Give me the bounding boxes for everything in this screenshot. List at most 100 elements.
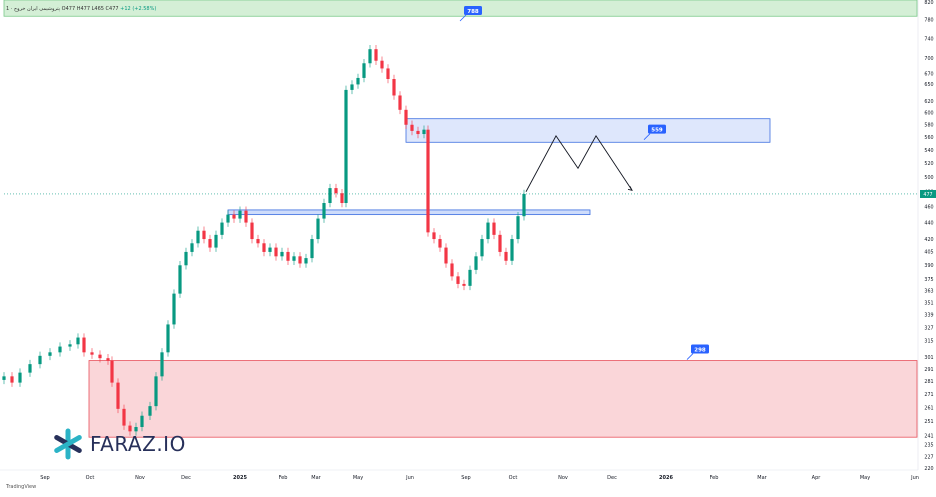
candle [28, 364, 32, 373]
tradingview-mark: TradingView [6, 484, 37, 490]
candle [374, 49, 378, 61]
candle [350, 84, 354, 90]
last-price-text: 477 [923, 192, 932, 198]
candle [110, 360, 114, 383]
candle [250, 222, 254, 240]
candle [292, 256, 296, 261]
candle [286, 251, 290, 261]
candle [410, 124, 414, 131]
symbol-name: 1 · ﭘﺘﺮﻭﺷﯿﻤﯽ ﺍﯾﺮﺍﻥ ﺧﺮﻭﺝ [6, 6, 61, 12]
x-tick-label: Feb [279, 475, 288, 481]
candle [10, 376, 14, 383]
candle [202, 230, 206, 240]
candle [238, 210, 242, 219]
candle [486, 222, 490, 240]
candle [98, 354, 102, 359]
candle [38, 355, 42, 365]
candle [154, 376, 158, 407]
zone-label-supply: 559 [651, 128, 663, 134]
y-tick-label: 327 [924, 325, 933, 331]
candle [368, 49, 372, 64]
y-tick-label: 291 [924, 367, 933, 373]
candle [140, 415, 144, 428]
candle [316, 218, 320, 240]
candle [68, 344, 72, 347]
candle [90, 352, 94, 355]
candle [504, 251, 508, 261]
candle [510, 239, 514, 261]
y-tick-label: 227 [924, 455, 933, 461]
y-tick-label: 580 [924, 123, 933, 129]
y-tick-label: 315 [924, 339, 933, 345]
candle [328, 188, 332, 204]
candle [274, 247, 278, 257]
zone-label-leader [643, 133, 651, 140]
zone-label-box [464, 6, 482, 15]
zone-label-box [691, 344, 709, 354]
candle [214, 234, 218, 248]
y-tick-label: 540 [924, 148, 933, 154]
x-tick-label: 2026 [659, 475, 673, 481]
x-tick-label: 2025 [233, 475, 247, 481]
candle [480, 239, 484, 257]
candle [184, 251, 188, 266]
candle [422, 129, 426, 135]
y-tick-label: 281 [924, 379, 933, 385]
candle [220, 222, 224, 235]
y-tick-label: 650 [924, 82, 933, 88]
zone-top [3, 0, 918, 17]
x-tick-label: Jun [405, 475, 414, 481]
x-tick-label: Sep [461, 475, 470, 481]
x-tick-label: Sep [40, 475, 49, 481]
y-tick-label: 670 [924, 71, 933, 77]
candle [438, 239, 442, 248]
candle [362, 63, 366, 78]
candle [426, 129, 430, 233]
candle [58, 346, 62, 353]
candle [172, 293, 176, 325]
x-tick-label: Dec [181, 475, 191, 481]
candle [380, 60, 384, 69]
y-tick-label: 235 [924, 442, 933, 448]
candle [128, 425, 132, 432]
projection-arrowhead [627, 186, 633, 191]
zone-label-leader [459, 14, 467, 22]
candle [498, 234, 502, 252]
candle [310, 239, 314, 259]
x-tick-label: Oct [86, 475, 95, 481]
candle [516, 216, 520, 240]
y-tick-label: 520 [924, 161, 933, 167]
candle [344, 89, 348, 204]
candle [232, 214, 236, 219]
y-tick-label: 220 [924, 466, 933, 472]
candle [356, 77, 360, 85]
candle [416, 130, 420, 135]
logo-text: FARAZ.IO [90, 432, 186, 456]
y-tick-label: 600 [924, 111, 933, 117]
zone-label-top: 788 [467, 9, 479, 15]
x-tick-label: Feb [710, 475, 719, 481]
y-tick-label: 363 [924, 288, 933, 294]
price-change: +12 (+2.58%) [120, 6, 157, 12]
candle [268, 247, 272, 252]
candle [160, 352, 164, 377]
zone-label-leader [686, 353, 694, 360]
y-tick-label: 420 [924, 237, 933, 243]
y-tick-label: 820 [924, 0, 933, 6]
x-tick-label: Nov [135, 475, 145, 481]
y-tick-label: 251 [924, 419, 933, 425]
x-tick-label: Jun [910, 475, 919, 481]
candle [450, 263, 454, 277]
projection-path [525, 135, 633, 192]
candle [178, 265, 182, 294]
x-tick-label: Mar [311, 475, 321, 481]
x-tick-label: Dec [607, 475, 617, 481]
candle [386, 68, 390, 80]
candle [122, 408, 126, 426]
candle [256, 239, 260, 244]
candle [196, 230, 200, 244]
candle [492, 222, 496, 235]
y-tick-label: 390 [924, 263, 933, 269]
